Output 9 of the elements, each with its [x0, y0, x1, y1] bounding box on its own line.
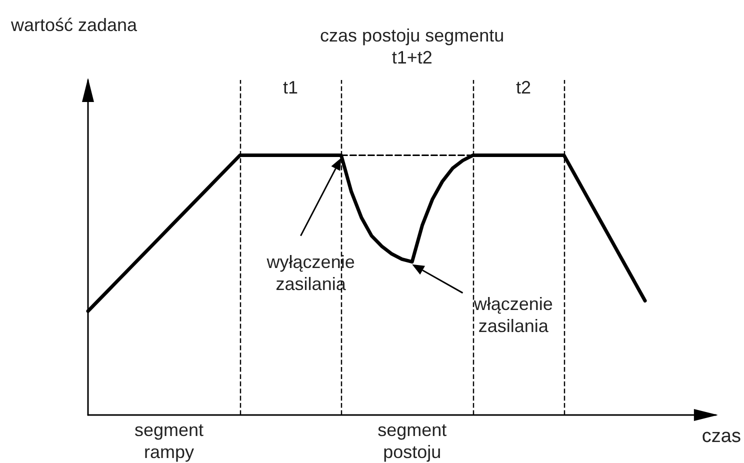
text: czas postoju segmentu t1+t2 — [320, 26, 504, 68]
annotation: wyłączenie zasilania — [266, 252, 355, 294]
text: t2 — [516, 78, 532, 98]
x-axis-title: czas — [702, 426, 742, 447]
text: t1 — [283, 78, 298, 98]
text: segment postoju — [378, 420, 447, 462]
text: wartość zadana — [10, 15, 138, 35]
text: segment rampy — [134, 420, 204, 462]
annotation: włączenie zasilania — [472, 294, 553, 336]
